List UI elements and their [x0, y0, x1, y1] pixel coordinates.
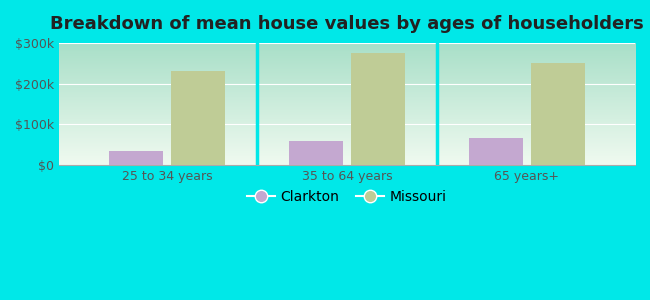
Bar [469, 139, 523, 165]
Bar [109, 151, 163, 165]
Bar [530, 63, 584, 165]
Legend: Clarkton, Missouri: Clarkton, Missouri [242, 184, 452, 209]
Title: Breakdown of mean house values by ages of householders: Breakdown of mean house values by ages o… [50, 15, 644, 33]
Bar [170, 71, 225, 165]
Bar [170, 71, 225, 165]
Bar [289, 140, 343, 165]
Bar [530, 63, 584, 165]
Bar [350, 53, 404, 165]
Bar [350, 53, 404, 165]
Bar [109, 151, 163, 165]
Bar [469, 139, 523, 165]
Bar [289, 140, 343, 165]
